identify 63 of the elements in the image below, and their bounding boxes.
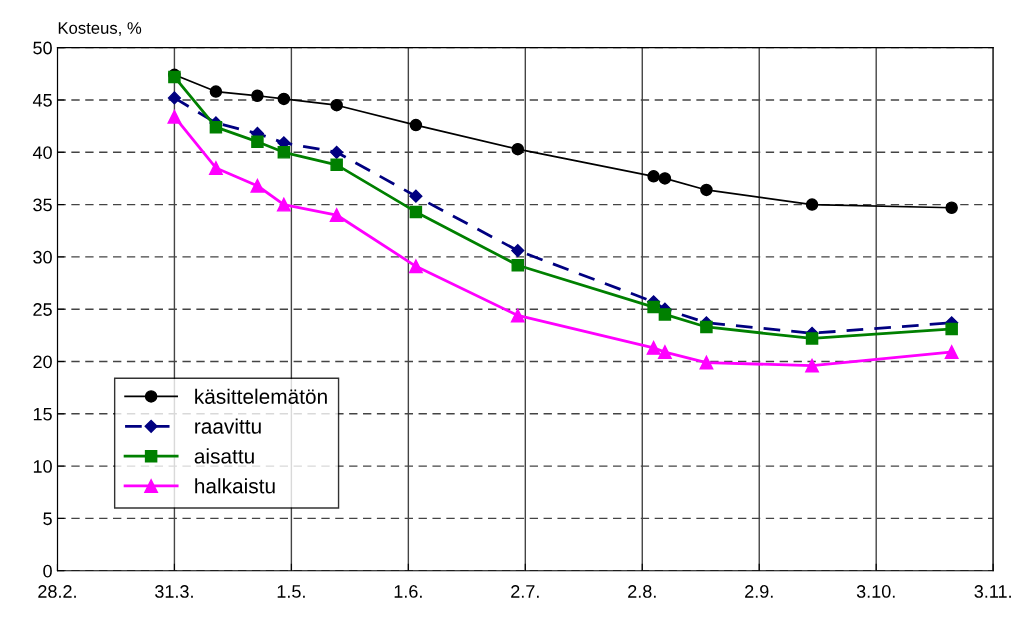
x-tick-label: 2.8. xyxy=(628,585,656,598)
point xyxy=(510,308,525,323)
point xyxy=(409,118,423,132)
x-tick-label: 3.11. xyxy=(974,585,1011,598)
point xyxy=(209,120,223,134)
y-tick-label: 50 xyxy=(33,41,52,55)
point xyxy=(167,109,182,124)
x-tick-label: 1.5. xyxy=(277,585,305,598)
point xyxy=(329,208,344,222)
point xyxy=(330,98,343,112)
point xyxy=(700,183,713,197)
point xyxy=(250,178,265,193)
y-tick-label: 10 xyxy=(33,460,52,473)
y-axis-title: Kosteus, % xyxy=(58,22,142,36)
point xyxy=(805,358,820,373)
point xyxy=(647,300,660,314)
point xyxy=(276,197,291,212)
y-tick-label: 40 xyxy=(32,146,52,159)
x-tick-label: 3.10. xyxy=(856,585,895,598)
legend-label: raavittu xyxy=(195,418,261,434)
point xyxy=(805,332,819,345)
y-tick-label: 15 xyxy=(33,407,52,421)
x-tick-label: 1.6. xyxy=(394,585,422,598)
point xyxy=(700,320,713,334)
point xyxy=(945,322,958,336)
point xyxy=(511,142,525,156)
point xyxy=(805,198,819,211)
point xyxy=(511,259,525,272)
point xyxy=(646,340,661,355)
y-tick-label: 45 xyxy=(32,94,52,107)
point xyxy=(945,201,958,214)
point xyxy=(658,308,672,321)
point xyxy=(511,244,525,258)
x-tick-label: 31.3. xyxy=(155,585,193,598)
y-tick-label: 30 xyxy=(33,250,52,264)
point xyxy=(330,145,344,159)
x-tick-label: 2.7. xyxy=(511,585,539,598)
point xyxy=(658,172,672,185)
point xyxy=(657,345,672,360)
x-tick-label: 28.2. xyxy=(38,585,76,598)
legend-label: halkaistu xyxy=(195,478,275,494)
point xyxy=(409,189,423,203)
point xyxy=(408,259,423,274)
point xyxy=(277,92,291,106)
point xyxy=(251,89,264,103)
point xyxy=(251,135,264,149)
y-tick-label: 20 xyxy=(33,355,52,369)
point xyxy=(647,170,660,183)
y-tick-label: 5 xyxy=(43,512,52,526)
y-tick-label: 35 xyxy=(33,198,52,212)
point xyxy=(277,146,291,159)
y-tick-label: 25 xyxy=(33,303,52,316)
x-tick-label: 2.9. xyxy=(745,585,773,598)
point xyxy=(208,161,223,175)
point xyxy=(944,345,959,360)
point xyxy=(409,205,423,219)
legend-label: käsittelemätön xyxy=(195,388,327,404)
point xyxy=(330,158,343,172)
point xyxy=(699,355,714,370)
point xyxy=(209,85,223,98)
y-tick-label: 0 xyxy=(43,564,52,578)
point xyxy=(167,91,182,105)
legend-label: aisattu xyxy=(194,448,254,464)
